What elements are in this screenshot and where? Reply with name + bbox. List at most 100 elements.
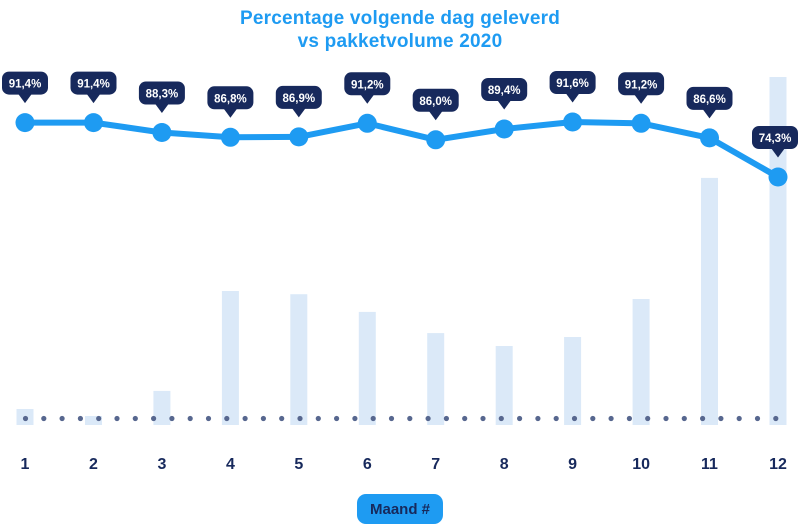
baseline-dot <box>96 415 102 422</box>
value-tooltip-pointer <box>428 110 443 121</box>
value-tooltip-box <box>138 81 185 105</box>
month-tick-label: 3 <box>157 456 166 473</box>
month-tick-label: 7 <box>431 456 440 473</box>
value-tooltip-box <box>275 85 322 109</box>
baseline-dot <box>59 415 65 422</box>
value-tooltip-box <box>344 72 391 96</box>
baseline-dot <box>407 415 413 422</box>
baseline-dot <box>205 415 212 422</box>
baseline-dot <box>41 415 47 422</box>
value-tooltip-label: 91,4% <box>9 79 42 91</box>
baseline-dot <box>388 415 395 422</box>
value-tooltip-label: 86,0% <box>419 96 452 108</box>
volume-bar <box>290 294 308 425</box>
baseline-dot <box>260 415 266 422</box>
value-tooltip-pointer <box>497 100 512 110</box>
line-point <box>426 130 446 150</box>
month-tick-label: 5 <box>294 456 303 473</box>
value-tooltip-label: 91,2% <box>351 79 384 91</box>
month-tick-label: 10 <box>632 456 650 473</box>
month-tick-label: 9 <box>568 456 577 473</box>
line-point <box>289 127 309 147</box>
volume-bar <box>632 299 650 425</box>
value-tooltip-label: 88,3% <box>146 89 179 101</box>
volume-bar <box>153 390 171 425</box>
value-tooltip-label: 89,4% <box>488 85 521 97</box>
baseline-dot <box>718 415 724 422</box>
baseline-dot <box>187 415 193 422</box>
baseline-dot <box>480 415 486 422</box>
value-tooltip-box <box>2 71 48 95</box>
baseline-dot <box>535 415 541 422</box>
value-tooltip: 88,3% <box>138 81 185 113</box>
value-tooltip: 91,2% <box>618 72 665 104</box>
baseline-dot <box>736 415 742 422</box>
baseline-dot <box>425 415 431 422</box>
baseline-dot <box>297 415 303 422</box>
baseline-dot <box>132 415 138 422</box>
baseline-dot <box>370 415 376 422</box>
month-tick-label: 1 <box>21 456 30 473</box>
month-tick-label: 4 <box>226 456 235 473</box>
volume-bar <box>85 416 102 425</box>
baseline-dot <box>700 415 706 422</box>
baseline-dot <box>517 415 523 422</box>
month-tick-label: 8 <box>500 456 509 473</box>
baseline-dot <box>334 415 340 422</box>
value-tooltips: 91,4% 91,4% 88,3% 86,8% 86,9% 91,2% 86,0% 89,4%… <box>2 71 798 158</box>
baseline-dot <box>242 415 248 422</box>
line-point <box>494 119 514 139</box>
line-point <box>15 113 35 133</box>
volume-bar <box>427 333 445 425</box>
month-tick-label: 6 <box>363 456 372 473</box>
volume-bar <box>769 77 787 425</box>
line-point <box>152 123 172 142</box>
line-point <box>700 128 719 148</box>
baseline-dot <box>151 415 157 422</box>
value-tooltip-box <box>412 88 459 112</box>
baseline-dot <box>462 415 468 422</box>
value-tooltip-box <box>207 86 254 110</box>
baseline-dot <box>608 415 614 422</box>
value-tooltip-pointer <box>360 94 375 104</box>
volume-bar <box>701 177 718 425</box>
value-tooltip-pointer <box>86 93 101 104</box>
line-point <box>220 127 240 147</box>
baseline-dot <box>773 415 779 422</box>
delivery-line-path <box>22 119 781 180</box>
baseline-dot <box>443 415 449 422</box>
month-tick-label: 11 <box>701 456 718 473</box>
volume-bar <box>495 346 513 425</box>
line-point <box>768 167 788 187</box>
baseline-dots <box>22 415 779 422</box>
value-tooltip-pointer <box>565 93 580 103</box>
value-tooltip-box <box>481 78 528 101</box>
value-tooltip: 86,6% <box>686 86 733 119</box>
line-point <box>563 112 583 132</box>
x-axis-label-badge: Maand # <box>356 494 444 524</box>
volume-bars <box>16 77 787 425</box>
value-tooltip-pointer <box>634 94 649 104</box>
baseline-dot <box>626 415 633 422</box>
value-tooltip-label: 86,8% <box>214 93 247 105</box>
baseline-dot <box>114 415 120 422</box>
value-tooltip-pointer <box>702 108 717 119</box>
baseline-dot <box>22 415 29 422</box>
value-tooltip-pointer <box>223 108 238 118</box>
value-tooltip-box <box>70 71 117 95</box>
value-tooltip-pointer <box>18 93 32 104</box>
baseline-dot <box>279 415 285 422</box>
line-point <box>84 113 103 133</box>
value-tooltip-pointer <box>154 103 169 113</box>
line-point <box>631 113 651 133</box>
value-tooltip: 86,9% <box>275 85 322 118</box>
volume-bar <box>221 291 239 425</box>
baseline-dot <box>224 415 230 422</box>
month-tick-labels: 1 2 3 4 5 6 7 8 9 10 11 12 <box>21 456 787 473</box>
baseline-dot <box>553 415 559 422</box>
value-tooltip-label: 91,2% <box>625 79 658 91</box>
value-tooltip-label: 91,6% <box>556 78 589 90</box>
value-tooltip-pointer <box>291 107 306 118</box>
value-tooltip-pointer <box>771 148 785 158</box>
